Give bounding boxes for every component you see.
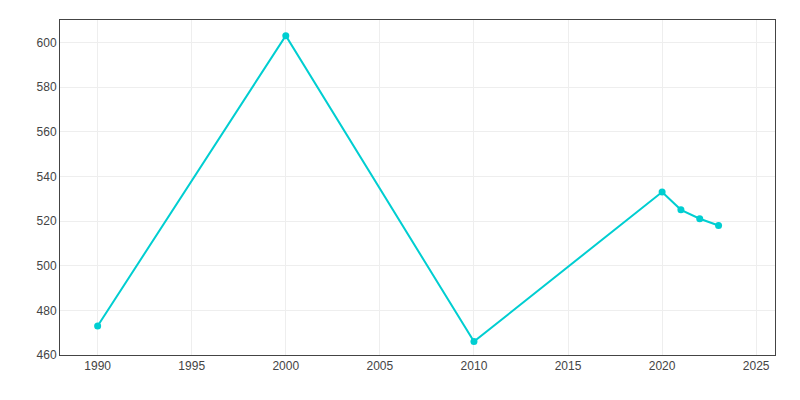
svg-text:2010: 2010 [461,359,488,373]
svg-text:2000: 2000 [272,359,299,373]
svg-text:540: 540 [37,170,57,184]
svg-text:480: 480 [37,304,57,318]
svg-text:500: 500 [37,259,57,273]
svg-text:1990: 1990 [84,359,111,373]
svg-text:2020: 2020 [649,359,676,373]
svg-text:2025: 2025 [743,359,770,373]
svg-text:2015: 2015 [555,359,582,373]
svg-text:520: 520 [37,214,57,228]
svg-text:1995: 1995 [178,359,205,373]
svg-text:580: 580 [37,80,57,94]
svg-text:2005: 2005 [367,359,394,373]
svg-text:600: 600 [37,36,57,50]
svg-text:460: 460 [37,348,57,362]
svg-text:560: 560 [37,125,57,139]
